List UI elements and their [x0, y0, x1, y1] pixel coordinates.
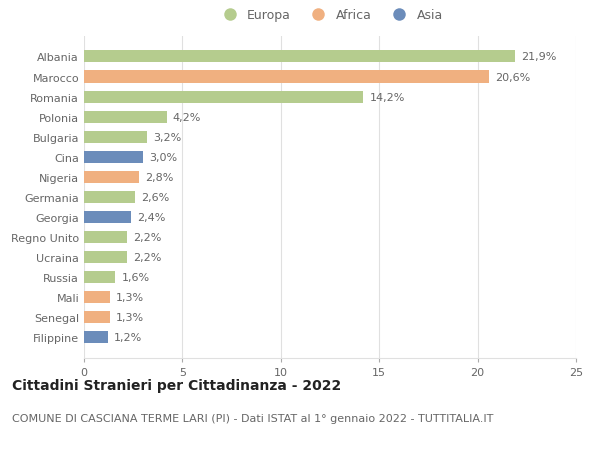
- Text: 1,6%: 1,6%: [121, 272, 149, 282]
- Text: 2,4%: 2,4%: [137, 213, 166, 222]
- Text: COMUNE DI CASCIANA TERME LARI (PI) - Dati ISTAT al 1° gennaio 2022 - TUTTITALIA.: COMUNE DI CASCIANA TERME LARI (PI) - Dat…: [12, 413, 493, 423]
- Bar: [84, 331, 107, 343]
- Text: 3,0%: 3,0%: [149, 152, 177, 162]
- Text: 14,2%: 14,2%: [370, 92, 405, 102]
- Bar: [84, 212, 131, 224]
- Bar: [84, 71, 490, 84]
- Text: 20,6%: 20,6%: [496, 73, 530, 82]
- Text: Cittadini Stranieri per Cittadinanza - 2022: Cittadini Stranieri per Cittadinanza - 2…: [12, 379, 341, 392]
- Bar: [84, 171, 139, 183]
- Bar: [84, 91, 364, 103]
- Bar: [84, 231, 127, 243]
- Bar: [84, 112, 167, 123]
- Bar: [84, 191, 135, 203]
- Bar: [84, 151, 143, 163]
- Text: 2,6%: 2,6%: [141, 192, 169, 202]
- Bar: [84, 51, 515, 63]
- Text: 1,2%: 1,2%: [113, 332, 142, 342]
- Bar: [84, 271, 115, 283]
- Text: 4,2%: 4,2%: [173, 112, 201, 123]
- Text: 2,2%: 2,2%: [133, 252, 161, 263]
- Text: 1,3%: 1,3%: [115, 292, 143, 302]
- Bar: [84, 131, 147, 143]
- Bar: [84, 252, 127, 263]
- Bar: [84, 311, 110, 324]
- Text: 2,2%: 2,2%: [133, 232, 161, 242]
- Legend: Europa, Africa, Asia: Europa, Africa, Asia: [212, 5, 448, 28]
- Text: 1,3%: 1,3%: [115, 313, 143, 322]
- Text: 21,9%: 21,9%: [521, 52, 556, 62]
- Bar: [84, 291, 110, 303]
- Text: 3,2%: 3,2%: [153, 132, 181, 142]
- Text: 2,8%: 2,8%: [145, 173, 173, 182]
